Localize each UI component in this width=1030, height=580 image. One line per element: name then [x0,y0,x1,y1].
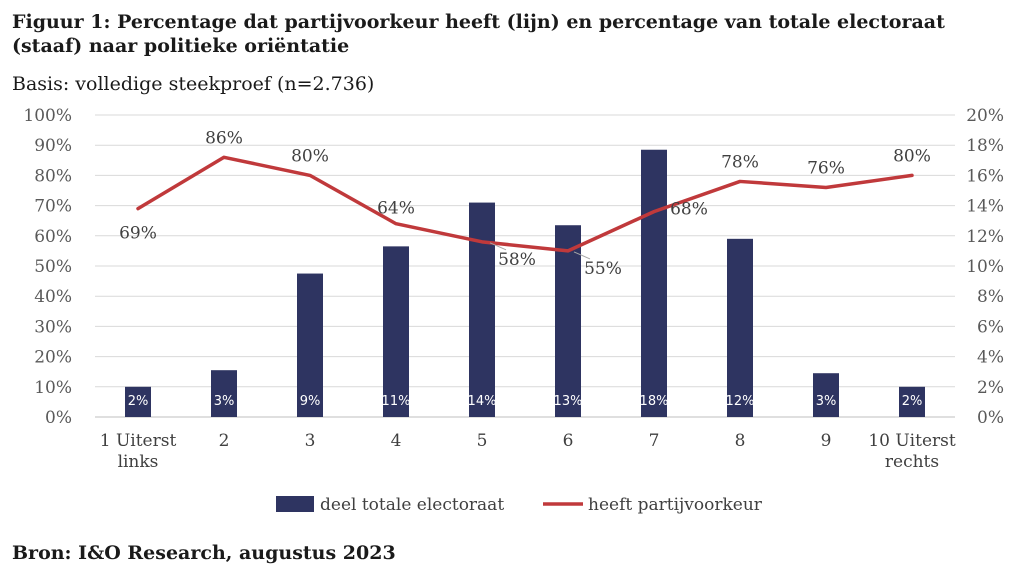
bar [125,386,151,417]
category-label-line: 1 Uiterst [100,431,177,451]
category-label-line: 6 [563,431,574,451]
bar-data-label: 2% [902,394,923,409]
chart-subtitle: Basis: volledige steekproef (n=2.736) [12,73,375,95]
right-tick-label: 2% [977,378,1004,398]
right-tick-label: 18% [966,136,1004,156]
right-tick-label: 8% [977,287,1004,307]
category-label: 10 Uiterst rechts [868,431,956,472]
category-label-line: 9 [821,431,832,451]
line-data-labels: 69% 86% 80% 64% 58% 55% 68% 78% 76% 80% [119,128,931,279]
legend: deel totale electoraat heeft partijvoorke… [276,495,763,515]
right-tick-label: 20% [966,106,1004,126]
line-data-label: 69% [119,224,157,244]
bar [297,273,323,417]
line-data-label: 58% [498,250,536,270]
left-tick-label: 20% [34,348,72,368]
gridlines [95,114,955,418]
category-label: 4 [391,431,402,451]
left-tick-label: 0% [45,408,72,428]
category-label-line: 4 [391,431,402,451]
right-tick-label: 14% [966,197,1004,217]
category-label: 7 [649,431,660,451]
category-label-line: links [118,452,159,472]
right-tick-label: 10% [966,257,1004,277]
line-data-label: 86% [205,128,243,148]
line-data-label: 80% [291,146,329,166]
bar-data-label: 14% [468,394,497,409]
legend-bar-swatch [276,496,314,512]
left-axis-ticks: 0% 10% 20% 30% 40% 50% 60% 70% 80% 90% 100% [23,106,72,428]
category-label: 3 [305,431,316,451]
bar [727,238,753,417]
line-data-label: 80% [893,146,931,166]
right-tick-label: 16% [966,166,1004,186]
category-label-line: 7 [649,431,660,451]
category-label-line: 3 [305,431,316,451]
category-label: 2 [219,431,230,451]
category-label-line: 8 [735,431,746,451]
category-label-line: 2 [219,431,230,451]
category-label-line: rechts [885,452,939,472]
category-label-line: 10 Uiterst [868,431,956,451]
line-series [136,155,914,253]
left-tick-label: 10% [34,378,72,398]
category-label: 8 [735,431,746,451]
left-tick-label: 50% [34,257,72,277]
legend-line-label: heeft partijvoorkeur [588,495,763,515]
left-tick-label: 80% [34,166,72,186]
right-axis-ticks: 0% 2% 4% 6% 8% 10% 12% 14% 16% 18% 20% [966,106,1004,428]
bar-series [125,149,925,418]
bar-data-label: 11% [382,394,411,409]
bar-data-label: 18% [640,394,669,409]
line-path [136,155,914,253]
bar-data-label: 13% [554,394,583,409]
right-tick-label: 12% [966,227,1004,247]
line-data-label: 68% [670,200,708,220]
legend-bar-label: deel totale electoraat [320,495,504,515]
right-tick-label: 4% [977,348,1004,368]
left-tick-label: 100% [23,106,72,126]
category-label: 1 Uiterst links [100,431,177,472]
bar [211,370,237,417]
left-tick-label: 60% [34,227,72,247]
category-axis: 1 Uiterst links 2 3 4 5 6 7 8 9 10 Uiterst rechts [100,431,956,472]
bar [555,225,581,417]
left-tick-label: 40% [34,287,72,307]
leader-line [489,242,507,251]
bar-data-label: 3% [214,394,235,409]
leader-line [573,251,591,260]
line-data-label: 55% [584,259,622,279]
left-tick-label: 90% [34,136,72,156]
bar-data-label: 3% [816,394,837,409]
right-tick-label: 0% [977,408,1004,428]
bar-data-label: 12% [726,394,755,409]
category-label: 9 [821,431,832,451]
bar [899,386,925,417]
line-data-label: 64% [377,199,415,219]
category-label-line: 5 [477,431,488,451]
source-note: Bron: I&O Research, augustus 2023 [12,542,396,564]
right-tick-label: 6% [977,317,1004,337]
category-label: 6 [563,431,574,451]
left-tick-label: 70% [34,197,72,217]
bar-data-label: 9% [300,394,321,409]
bar [813,373,839,417]
bar [383,246,409,417]
bar-data-label: 2% [128,394,149,409]
line-data-label: 76% [807,158,845,178]
bar [641,149,667,418]
line-data-label: 78% [721,152,759,172]
bar [469,202,495,417]
chart-title: Figuur 1: Percentage dat partijvoorkeur … [12,11,945,57]
bar-data-labels: 2% 3% 9% 11% 14% 13% 18% 12% 3% 2% [128,394,923,409]
left-tick-label: 30% [34,317,72,337]
category-label: 5 [477,431,488,451]
